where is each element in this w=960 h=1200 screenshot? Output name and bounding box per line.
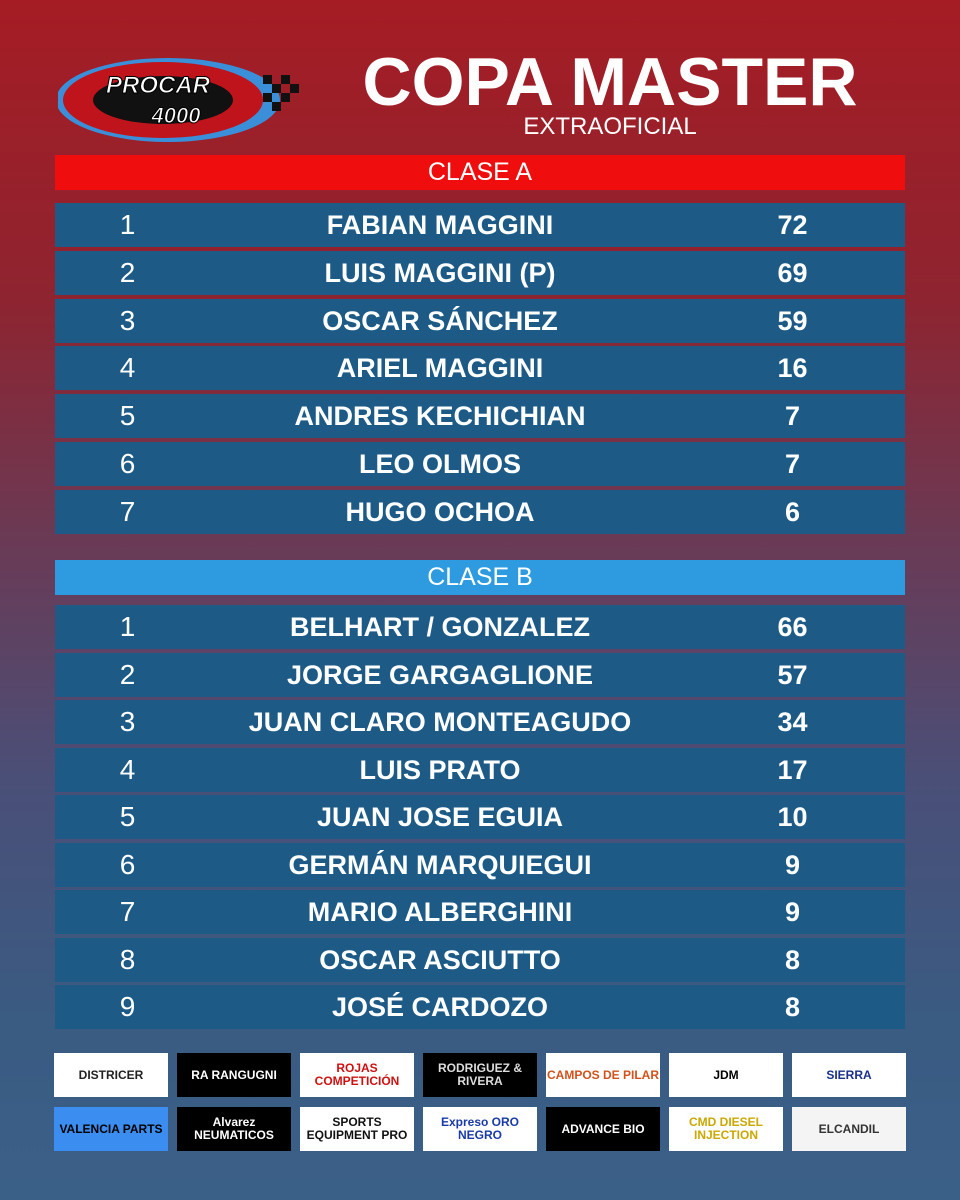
row-pts: 6 bbox=[784, 496, 801, 527]
row-pts: 72 bbox=[777, 210, 808, 240]
row-pos: 2 bbox=[119, 256, 136, 288]
svg-text:PROCAR: PROCAR bbox=[106, 72, 211, 99]
row-pos: 1 bbox=[119, 611, 136, 642]
standings-row: 3 OSCAR SÁNCHEZ 59 bbox=[55, 298, 905, 343]
sponsor-logo: VALENCIA PARTS bbox=[54, 1107, 168, 1151]
row-name: FABIAN MAGGINI bbox=[326, 210, 554, 240]
row-pts: 16 bbox=[777, 353, 808, 384]
row-pos: 7 bbox=[119, 495, 136, 527]
standings-row: 8 OSCAR ASCIUTTO 8 bbox=[55, 937, 905, 982]
page-subtitle: EXTRAOFICIAL bbox=[523, 113, 697, 140]
standings-row: 5 ANDRES KECHICHIAN 7 bbox=[55, 394, 905, 439]
standings-row: 2 JORGE GARGAGLIONE 57 bbox=[55, 652, 905, 697]
row-pts: 10 bbox=[777, 802, 808, 832]
sponsor-logo: CMD DIESEL INJECTION bbox=[669, 1107, 783, 1151]
row-pos: 2 bbox=[119, 658, 136, 690]
standings-row: 4 ARIEL MAGGINI 16 bbox=[55, 346, 905, 391]
standings-row: 9 JOSÉ CARDOZO 8 bbox=[55, 985, 905, 1029]
row-name: LUIS MAGGINI (P) bbox=[324, 257, 556, 288]
row-name: MARIO ALBERGHINI bbox=[307, 897, 573, 927]
row-pts: 59 bbox=[777, 305, 808, 336]
row-pts: 69 bbox=[777, 257, 808, 288]
row-pos: 4 bbox=[119, 352, 136, 384]
row-pts: 9 bbox=[784, 897, 801, 927]
row-pos: 5 bbox=[119, 801, 136, 832]
row-pos: 1 bbox=[119, 209, 136, 240]
row-pos: 8 bbox=[119, 943, 136, 975]
row-name: JUAN JOSE EGUIA bbox=[316, 802, 564, 832]
row-name: BELHART / GONZALEZ bbox=[290, 612, 590, 642]
row-pos: 9 bbox=[119, 991, 136, 1022]
sponsor-logo: JDM bbox=[669, 1053, 783, 1097]
clase-a-header: CLASE A bbox=[55, 155, 905, 190]
standings-row: 7 HUGO OCHOA 6 bbox=[55, 489, 905, 534]
row-pos: 3 bbox=[119, 304, 136, 336]
row-pos: 6 bbox=[119, 848, 136, 880]
row-name: OSCAR SÁNCHEZ bbox=[322, 305, 558, 336]
sponsor-logo: ADVANCE BIO bbox=[546, 1107, 660, 1151]
row-pts: 8 bbox=[784, 944, 801, 975]
standings-row: 3 JUAN CLARO MONTEAGUDO 34 bbox=[55, 700, 905, 744]
row-pts: 66 bbox=[777, 612, 808, 642]
sponsor-logo: ELCANDIL bbox=[792, 1107, 906, 1151]
page-title: COPA MASTER bbox=[362, 44, 858, 120]
row-name: JORGE GARGAGLIONE bbox=[286, 659, 594, 690]
sponsor-logo: RODRIGUEZ & RIVERA bbox=[423, 1053, 537, 1097]
row-pos: 7 bbox=[119, 896, 136, 927]
sponsor-logo: RA RANGUGNI bbox=[177, 1053, 291, 1097]
row-name: HUGO OCHOA bbox=[345, 496, 535, 527]
row-name: GERMÁN MARQUIEGUI bbox=[288, 849, 592, 880]
sponsor-logo: Alvarez NEUMATICOS bbox=[177, 1107, 291, 1151]
standings-row: 5 JUAN JOSE EGUIA 10 bbox=[55, 795, 905, 839]
row-pts: 34 bbox=[777, 707, 808, 737]
standings-row: 7 MARIO ALBERGHINI 9 bbox=[55, 890, 905, 934]
standings-row: 6 GERMÁN MARQUIEGUI 9 bbox=[55, 842, 905, 887]
row-pts: 17 bbox=[777, 754, 808, 785]
row-pts: 9 bbox=[784, 849, 801, 880]
row-name: JUAN CLARO MONTEAGUDO bbox=[248, 707, 632, 737]
clase-b-header: CLASE B bbox=[55, 560, 905, 595]
sponsor-logo: SPORTS EQUIPMENT PRO bbox=[300, 1107, 414, 1151]
sponsor-logo: ROJAS COMPETICIÓN bbox=[300, 1053, 414, 1097]
row-pts: 7 bbox=[784, 401, 801, 432]
standings-row: 1 BELHART / GONZALEZ 66 bbox=[55, 605, 905, 649]
row-pts: 7 bbox=[784, 449, 801, 479]
sponsor-logo: Expreso ORO NEGRO bbox=[423, 1107, 537, 1151]
sponsor-logo: CAMPOS DE PILAR bbox=[546, 1053, 660, 1097]
row-name: OSCAR ASCIUTTO bbox=[319, 944, 561, 975]
standings-row: 4 LUIS PRATO 17 bbox=[55, 747, 905, 792]
row-name: ARIEL MAGGINI bbox=[336, 353, 544, 384]
svg-text:4000: 4000 bbox=[151, 103, 202, 128]
standings-row: 1 FABIAN MAGGINI 72 bbox=[55, 203, 905, 247]
row-pos: 3 bbox=[119, 706, 136, 737]
row-pos: 5 bbox=[119, 400, 136, 432]
procar-4000-logo: PROCAR 4000 bbox=[58, 58, 299, 142]
row-name: JOSÉ CARDOZO bbox=[331, 992, 549, 1022]
row-pts: 57 bbox=[777, 659, 808, 690]
sponsor-logo: SIERRA bbox=[792, 1053, 906, 1097]
row-name: ANDRES KECHICHIAN bbox=[294, 401, 586, 432]
row-pos: 6 bbox=[119, 448, 136, 479]
standings-row: 2 LUIS MAGGINI (P) 69 bbox=[55, 250, 905, 295]
sponsor-logo: DISTRICER bbox=[54, 1053, 168, 1097]
row-name: LEO OLMOS bbox=[359, 449, 521, 479]
row-name: LUIS PRATO bbox=[359, 754, 521, 785]
standings-row: 6 LEO OLMOS 7 bbox=[55, 442, 905, 486]
row-pts: 8 bbox=[784, 992, 801, 1022]
row-pos: 4 bbox=[119, 753, 136, 785]
